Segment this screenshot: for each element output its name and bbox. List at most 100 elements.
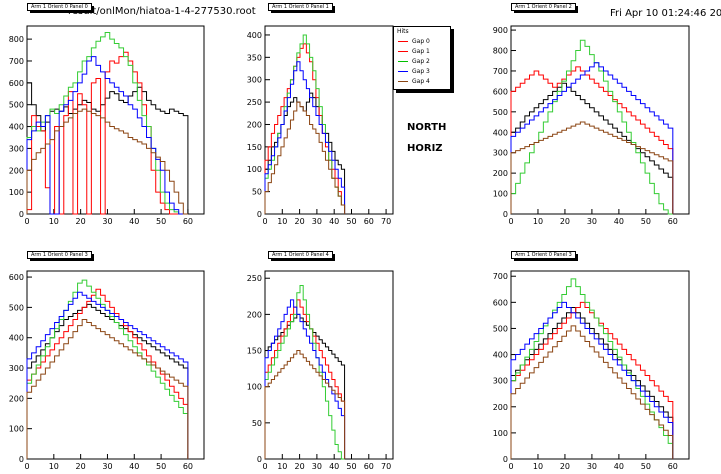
x-tick-label: 70 (381, 217, 391, 226)
y-tick-label: 500 (493, 108, 508, 117)
timestamp: Fri Apr 10 01:24:46 2009 (610, 8, 721, 19)
y-tick-label: 800 (9, 35, 24, 44)
x-tick-label: 60 (668, 217, 678, 226)
legend-entry: Gap 0 (398, 37, 430, 45)
histogram-panel: 0 100 200 300 400 500 600 700 800 900 0 10 20 30 40 50 6… (493, 25, 690, 226)
legend: Hits Gap 0 Gap 1 Gap 2 Gap 3 Gap 4 (393, 26, 451, 90)
y-tick-label: 300 (493, 377, 508, 386)
series-red (510, 66, 674, 214)
y-tick-label: 100 (247, 165, 262, 174)
x-tick-label: 30 (102, 462, 112, 471)
file-path: result/onlMon/hiatoa-1-4-277530.root (68, 6, 256, 17)
legend-swatch (398, 70, 408, 72)
series-red (26, 288, 189, 459)
y-tick-label: 700 (493, 272, 508, 281)
x-tick-label: 30 (587, 217, 597, 226)
y-tick-label: 200 (9, 394, 24, 403)
series-green (264, 284, 345, 460)
series-black (26, 82, 189, 214)
panel-title: Arm 1 Orient 0 Panel 2 (511, 3, 578, 13)
y-tick-label: 500 (9, 303, 24, 312)
plot-frame (264, 25, 394, 215)
plot-frame (26, 25, 205, 215)
y-tick-label: 700 (493, 67, 508, 76)
series-green (510, 278, 674, 459)
y-tick-label: 0 (19, 210, 24, 219)
x-tick-label: 40 (329, 462, 339, 471)
series-brown (264, 350, 346, 459)
panel-title: Arm 1 Orient 0 Panel 3 (511, 251, 578, 261)
series-blue (264, 61, 346, 214)
histogram-panel: 0 50 100 150 200 250 300 350 400 0 10 20 30 40 50 60 70 (247, 25, 394, 226)
y-tick-label: 50 (252, 419, 262, 428)
x-tick-label: 10 (533, 462, 543, 471)
x-tick-label: 50 (156, 462, 166, 471)
y-tick-label: 900 (493, 26, 508, 35)
panel-title: Arm 1 Orient 0 Panel 3 (27, 251, 94, 261)
histogram-panel: 0 100 200 300 400 500 600 700 0 10 20 30 40 50 60 (493, 270, 690, 471)
y-tick-label: 250 (247, 274, 262, 283)
series-black (510, 307, 674, 459)
histogram-panel: 0 100 200 300 400 500 600 0 10 20 30 40 50 60 (9, 270, 205, 471)
y-tick-label: 300 (247, 76, 262, 85)
legend-entry: Gap 3 (398, 67, 430, 75)
north-label: NORTH (407, 122, 447, 133)
series-red (26, 51, 188, 215)
x-tick-label: 40 (329, 217, 339, 226)
x-tick-label: 10 (49, 462, 59, 471)
x-tick-label: 0 (262, 462, 267, 471)
series-blue (510, 62, 674, 214)
series-green (510, 39, 673, 215)
x-tick-label: 50 (346, 462, 356, 471)
x-tick-label: 60 (364, 462, 374, 471)
y-tick-label: 50 (252, 188, 262, 197)
legend-swatch (398, 60, 408, 62)
y-tick-label: 200 (247, 120, 262, 129)
series-blue (510, 301, 674, 459)
y-tick-label: 300 (493, 149, 508, 158)
legend-swatch (398, 50, 408, 52)
x-tick-label: 50 (346, 217, 356, 226)
x-tick-label: 20 (560, 217, 570, 226)
y-tick-label: 400 (9, 123, 24, 132)
y-tick-label: 250 (247, 98, 262, 107)
x-tick-label: 10 (533, 217, 543, 226)
x-tick-label: 10 (277, 217, 287, 226)
plot-frame (26, 270, 205, 460)
x-tick-label: 50 (156, 217, 166, 226)
series-black (510, 82, 674, 214)
x-tick-label: 60 (183, 217, 193, 226)
x-tick-label: 40 (614, 217, 624, 226)
x-tick-label: 50 (641, 217, 651, 226)
series-blue (26, 291, 189, 459)
y-tick-label: 800 (493, 47, 508, 56)
series-black (264, 313, 346, 459)
x-tick-label: 0 (24, 462, 29, 471)
series-red (264, 43, 346, 214)
legend-label: Gap 0 (412, 37, 430, 45)
x-tick-label: 0 (508, 462, 513, 471)
y-tick-label: 100 (493, 190, 508, 199)
x-tick-label: 10 (49, 217, 59, 226)
x-tick-label: 20 (76, 217, 86, 226)
series-green (26, 32, 188, 215)
x-tick-label: 0 (262, 217, 267, 226)
x-tick-label: 40 (614, 462, 624, 471)
y-tick-label: 500 (9, 101, 24, 110)
y-tick-label: 300 (9, 144, 24, 153)
legend-swatch (398, 40, 408, 42)
y-tick-label: 400 (9, 334, 24, 343)
legend-entry: Gap 4 (398, 77, 430, 85)
y-tick-label: 100 (9, 188, 24, 197)
x-tick-label: 30 (312, 217, 322, 226)
legend-entry: Gap 1 (398, 47, 430, 55)
series-red (510, 301, 674, 459)
plot-frame (510, 270, 690, 460)
series-black (26, 303, 189, 459)
histogram-panel: 0 100 200 300 400 500 600 700 800 0 10 20 30 40 50 60 (9, 25, 205, 226)
y-tick-label: 700 (9, 57, 24, 66)
y-tick-label: 0 (503, 455, 508, 464)
y-tick-label: 200 (493, 169, 508, 178)
series-brown (510, 325, 674, 459)
y-tick-label: 150 (247, 347, 262, 356)
